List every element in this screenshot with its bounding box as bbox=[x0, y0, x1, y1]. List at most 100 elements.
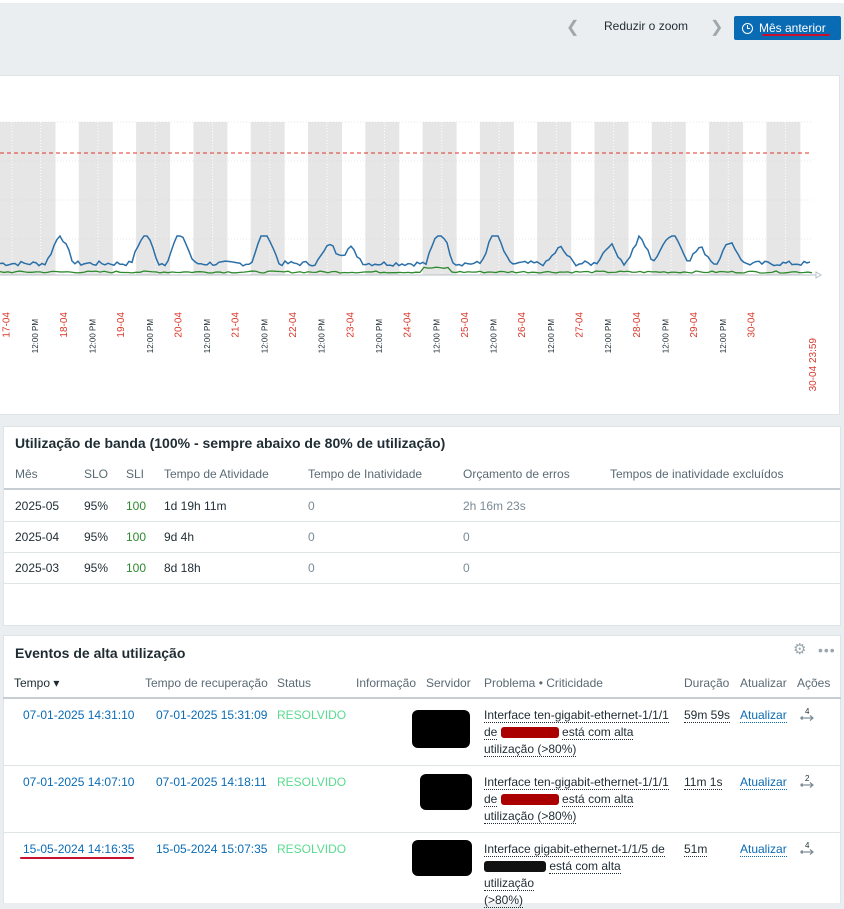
event-time-link[interactable]: 07-01-2025 14:31:10 bbox=[23, 708, 135, 722]
problem-line: de bbox=[484, 725, 498, 740]
chevron-left-icon[interactable]: ❮ bbox=[566, 19, 580, 36]
actions-icon[interactable]: 4 bbox=[799, 708, 817, 722]
divider bbox=[4, 521, 840, 522]
time-tick-label: 12:00 PM bbox=[661, 319, 670, 354]
event-recovery-link[interactable]: 15-05-2024 15:07:35 bbox=[156, 842, 268, 856]
problem-line: (>80%) bbox=[484, 893, 524, 908]
time-tick-label: 12:00 PM bbox=[547, 319, 556, 354]
annotation-underline bbox=[20, 857, 134, 859]
event-time-link[interactable]: 07-01-2025 14:07:10 bbox=[23, 775, 135, 789]
divider bbox=[4, 552, 840, 553]
shaded-period bbox=[136, 122, 171, 275]
problem-text[interactable]: Interface ten-gigabit-ethernet-1/1/1 de … bbox=[484, 707, 674, 758]
previous-month-button[interactable]: Mês anterior bbox=[734, 16, 841, 40]
chevron-right-icon[interactable]: ❯ bbox=[710, 19, 724, 36]
cell-slo: 95% bbox=[84, 499, 109, 513]
col-error-budget: Orçamento de erros bbox=[463, 467, 570, 481]
date-tick-label: 28-04 bbox=[632, 312, 643, 338]
events-panel-title: Eventos de alta utilização bbox=[15, 645, 186, 661]
col-problem: Problema • Criticidade bbox=[484, 676, 603, 690]
actions-count: 4 bbox=[805, 708, 810, 716]
date-tick-label: 22-04 bbox=[288, 312, 299, 338]
col-update: Atualizar bbox=[740, 676, 787, 690]
col-recovery-time: Tempo de recuperação bbox=[145, 676, 268, 690]
col-slo: SLO bbox=[84, 467, 109, 481]
date-tick-label: 23-04 bbox=[345, 312, 356, 338]
previous-month-label: Mês anterior bbox=[759, 21, 826, 35]
cell-month: 2025-03 bbox=[15, 561, 60, 575]
redacted-interface bbox=[500, 727, 559, 739]
shaded-period bbox=[193, 122, 228, 275]
time-tick-label: 12:00 PM bbox=[490, 319, 499, 354]
shaded-period bbox=[537, 122, 572, 275]
shaded-period bbox=[308, 122, 342, 275]
update-link[interactable]: Atualizar bbox=[740, 708, 787, 723]
status-badge: RESOLVIDO bbox=[277, 842, 347, 856]
problem-line: está com alta utilização bbox=[484, 859, 621, 891]
cell-sli: 100 bbox=[126, 561, 147, 575]
duration: 59m 59s bbox=[684, 708, 731, 723]
time-tick-label: 12:00 PM bbox=[719, 319, 728, 354]
divider bbox=[4, 583, 840, 584]
col-sli: SLI bbox=[126, 467, 145, 481]
status-badge: RESOLVIDO bbox=[277, 708, 347, 722]
col-downtime: Tempo de Inatividade bbox=[308, 467, 423, 481]
update-link[interactable]: Atualizar bbox=[740, 775, 787, 790]
cell-error-budget: 2h 16m 23s bbox=[463, 499, 526, 513]
problem-line: Interface gigabit-ethernet-1/1/5 de bbox=[484, 842, 665, 857]
time-tick-label: 12:00 PM bbox=[88, 319, 97, 354]
shaded-period bbox=[479, 122, 514, 275]
actions-icon[interactable]: 2 bbox=[799, 775, 817, 789]
more-icon[interactable]: ••• bbox=[818, 642, 836, 658]
problem-text[interactable]: Interface gigabit-ethernet-1/1/5 de está… bbox=[484, 841, 674, 909]
date-tick-label: 21-04 bbox=[231, 312, 242, 338]
col-actions: Ações bbox=[797, 676, 831, 690]
shaded-period bbox=[766, 122, 801, 275]
problem-text[interactable]: Interface ten-gigabit-ethernet-1/1/1 de … bbox=[484, 774, 674, 825]
actions-icon[interactable]: 4 bbox=[799, 842, 817, 856]
time-tick-label: 12:00 PM bbox=[31, 319, 40, 354]
problem-line: utilização (>80%) bbox=[484, 742, 577, 757]
cell-downtime: 0 bbox=[308, 499, 315, 513]
event-time-link[interactable]: 15-05-2024 14:16:35 bbox=[23, 842, 135, 856]
cell-sli: 100 bbox=[126, 530, 147, 544]
cell-slo: 95% bbox=[84, 530, 109, 544]
event-recovery-link[interactable]: 07-01-2025 15:31:09 bbox=[156, 708, 268, 722]
slo-panel-title: Utilização de banda (100% - sempre abaix… bbox=[15, 435, 446, 451]
col-month: Mês bbox=[15, 467, 38, 481]
status-badge: RESOLVIDO bbox=[277, 775, 347, 789]
cell-slo: 95% bbox=[84, 561, 109, 575]
gear-icon[interactable]: ⚙ bbox=[793, 641, 807, 658]
update-link[interactable]: Atualizar bbox=[740, 842, 787, 857]
event-recovery-link[interactable]: 07-01-2025 14:18:11 bbox=[156, 775, 267, 789]
problem-line: Interface ten-gigabit-ethernet-1/1/1 bbox=[484, 775, 669, 790]
divider bbox=[3, 832, 841, 833]
time-tick-label: 12:00 PM bbox=[203, 319, 212, 354]
graph-canvas[interactable]: 17-04 12:00 PM 18-04 12:00 PM 19-04 12:00 PM 2… bbox=[0, 76, 840, 416]
date-tick-label: 30-04 bbox=[746, 312, 757, 338]
shaded-period bbox=[594, 122, 629, 275]
shaded-period bbox=[709, 122, 744, 275]
date-tick-label: 18-04 bbox=[59, 312, 70, 338]
problem-line: utilização (>80%) bbox=[484, 809, 577, 824]
redacted-interface bbox=[500, 794, 559, 806]
col-time[interactable]: Tempo ▾ bbox=[14, 676, 60, 690]
problem-line: de bbox=[484, 792, 498, 807]
time-tick-label: 12:00 PM bbox=[260, 319, 269, 354]
shaded-period bbox=[78, 122, 113, 275]
zoom-out-button[interactable]: Reduzir o zoom bbox=[604, 19, 689, 33]
cell-uptime: 1d 19h 11m bbox=[164, 499, 227, 513]
date-tick-label: 27-04 bbox=[575, 312, 586, 338]
series-line bbox=[0, 234, 811, 267]
col-info: Informação bbox=[356, 676, 417, 690]
redacted-interface bbox=[484, 861, 546, 873]
time-tick-label: 12:00 PM bbox=[318, 319, 327, 354]
date-tick-label: 26-04 bbox=[517, 312, 528, 338]
problem-line: está com alta bbox=[562, 725, 634, 740]
redacted-host bbox=[420, 774, 472, 810]
cell-error-budget: 0 bbox=[463, 530, 470, 544]
actions-count: 2 bbox=[805, 775, 810, 783]
redacted-host bbox=[412, 840, 472, 876]
time-tick-label: 12:00 PM bbox=[146, 319, 155, 354]
date-tick-label: 30-04 23:59 bbox=[808, 338, 819, 392]
